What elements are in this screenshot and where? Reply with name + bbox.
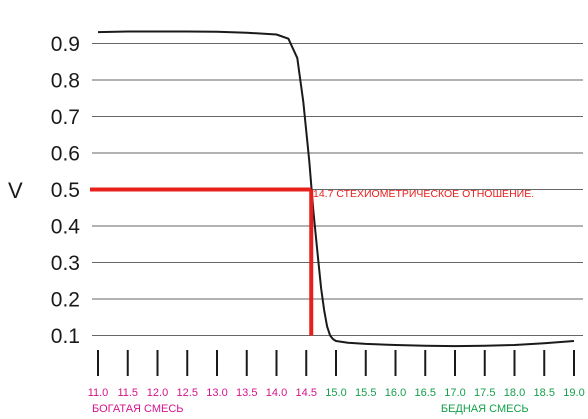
x-tick-label: 12.0 [147, 387, 168, 399]
stoichiometric-annotation: 14.7 СТЕХИОМЕТРИЧЕСКОЕ ОТНОШЕНИЕ. [313, 188, 534, 200]
x-tick-label: 16.0 [385, 387, 406, 399]
stoichiometric-marker [90, 187, 314, 336]
y-tick-label: 0.4 [51, 216, 81, 239]
x-tick-label: 17.0 [444, 387, 465, 399]
y-tick-label: 0.8 [51, 70, 80, 93]
x-tick-label: 14.0 [266, 387, 287, 399]
x-tick-label: 12.5 [177, 387, 198, 399]
sensor-voltage-line [97, 30, 575, 348]
x-axis-tick-labels: 11.0 11.5 12.0 12.5 13.0 13.5 14.0 14.5 15.0 15.5… [88, 387, 585, 399]
x-tick-label: 19.0 [563, 387, 584, 399]
x-tick-label: 15.5 [355, 387, 376, 399]
y-tick-label: 0.7 [51, 106, 80, 129]
x-tick-label: 14.5 [296, 387, 317, 399]
x-tick-label: 18.5 [534, 387, 555, 399]
y-tick-label: 0.5 [51, 179, 80, 202]
y-tick-label: 0.1 [51, 325, 80, 348]
x-tick-label: 13.0 [206, 387, 227, 399]
mixture-region-labels: БОГАТАЯ СМЕСЬ БЕДНАЯ СМЕСЬ [92, 403, 529, 415]
voltage-curve [97, 30, 575, 348]
x-tick-label: 11.5 [117, 387, 138, 399]
x-tick-label: 15.0 [325, 387, 346, 399]
lean-mixture-label: БЕДНАЯ СМЕСЬ [441, 403, 529, 415]
y-axis-label: V [8, 178, 23, 203]
x-axis-tick-marks [97, 350, 575, 376]
y-tick-label: 0.6 [51, 143, 80, 166]
x-tick-label: 16.5 [415, 387, 436, 399]
x-tick-label: 11.0 [88, 387, 109, 399]
y-tick-label: 0.3 [51, 252, 80, 275]
y-axis-ticks: 0.1 0.2 0.3 0.4 0.5 0.6 0.7 0.8 0.9 [51, 33, 81, 348]
x-tick-label: 18.0 [504, 387, 525, 399]
y-tick-label: 0.2 [51, 289, 80, 312]
x-tick-label: 17.5 [474, 387, 495, 399]
rich-mixture-label: БОГАТАЯ СМЕСЬ [92, 403, 184, 415]
x-tick-label: 13.5 [236, 387, 257, 399]
y-tick-label: 0.9 [51, 33, 80, 56]
